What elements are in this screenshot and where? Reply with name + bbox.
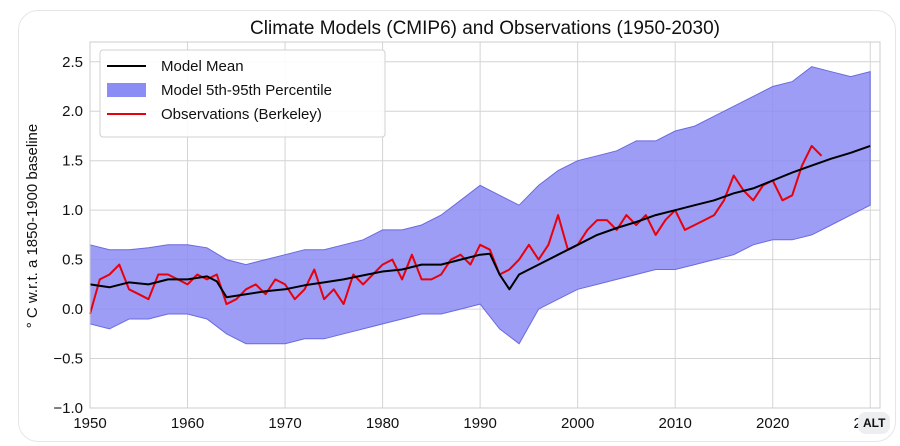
y-axis-label: ° C w.r.t. a 1850-1900 baseline: [24, 124, 41, 328]
series-lines: [89, 144, 871, 315]
chart-title: Climate Models (CMIP6) and Observations …: [250, 18, 720, 39]
x-tick-label: 1970: [268, 415, 301, 432]
y-tick-label: 1.5: [62, 153, 83, 170]
x-tick-label: 1980: [366, 415, 399, 432]
plot-border: [89, 41, 881, 409]
legend-box: [99, 49, 386, 138]
y-tick-label: 0.5: [62, 252, 83, 269]
plot-frame: [89, 41, 881, 409]
x-tick-label: 1990: [463, 415, 496, 432]
x-tick-label: 2020: [756, 415, 789, 432]
y-tick-label: −0.5: [53, 351, 83, 368]
x-tick-label: 1950: [73, 415, 106, 432]
y-tick-label: 2.0: [62, 103, 83, 120]
legend-swatch-band: [107, 83, 146, 97]
legend: Model Mean Model 5th-95th Percentile Obser…: [99, 49, 386, 138]
x-tick-label: 2000: [561, 415, 594, 432]
percentile-band-group: [89, 66, 871, 345]
legend-label: Model Mean: [161, 58, 244, 75]
x-tick-label: 1960: [171, 415, 204, 432]
observations-line: [89, 144, 823, 315]
y-tick-label: 2.5: [62, 54, 83, 71]
legend-label: Observations (Berkeley): [161, 106, 322, 123]
y-tick-label: 0.0: [62, 301, 83, 318]
legend-label: Model 5th-95th Percentile: [161, 82, 332, 99]
model-mean-line: [89, 144, 871, 299]
y-tick-label: −1.0: [53, 400, 83, 417]
alt-text-badge[interactable]: ALT: [858, 412, 891, 434]
y-tick-label: 1.0: [62, 202, 83, 219]
x-tick-label: 2010: [658, 415, 691, 432]
percentile-band: [89, 66, 871, 345]
